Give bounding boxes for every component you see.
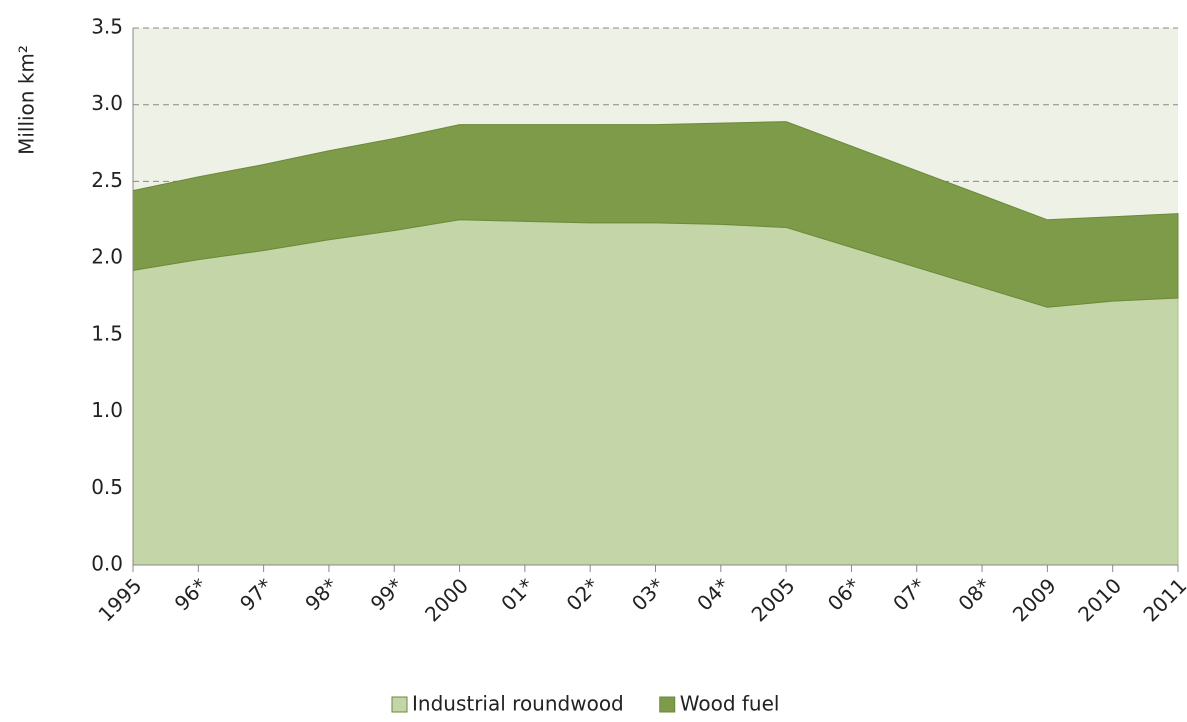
y-tick-label: 0.5 xyxy=(91,475,123,499)
y-tick-label: 1.0 xyxy=(91,398,123,422)
x-tick-label: 2009 xyxy=(1008,573,1061,626)
x-tick-label: 02* xyxy=(562,573,604,615)
x-tick-label: 96* xyxy=(170,573,212,615)
legend-swatch xyxy=(391,696,408,713)
y-tick-label: 3.5 xyxy=(91,15,123,39)
x-tick-label: 04* xyxy=(692,573,734,615)
x-tick-label: 2010 xyxy=(1073,573,1126,626)
x-tick-label: 99* xyxy=(366,573,408,615)
x-tick-label: 2005 xyxy=(747,573,800,626)
y-axis-label: Million km² xyxy=(15,45,39,155)
y-tick-label: 2.5 xyxy=(91,168,123,192)
x-tick-label: 07* xyxy=(888,573,930,615)
x-tick-label: 1995 xyxy=(93,573,146,626)
y-tick-label: 3.0 xyxy=(91,91,123,115)
legend-swatch xyxy=(659,696,676,713)
x-tick-label: 97* xyxy=(235,573,277,615)
legend-label: Industrial roundwood xyxy=(412,692,624,716)
x-tick-label: 08* xyxy=(953,573,995,615)
area xyxy=(132,121,1179,308)
x-tick-label: 03* xyxy=(627,573,669,615)
legend-label: Wood fuel xyxy=(680,692,780,716)
y-tick-label: 1.5 xyxy=(91,321,123,345)
x-tick-label: 98* xyxy=(300,573,342,615)
x-tick-label: 01* xyxy=(496,573,538,615)
y-tick-label: 0.0 xyxy=(91,552,123,576)
x-tick-label: 2000 xyxy=(420,573,473,626)
y-tick-label: 2.0 xyxy=(91,245,123,269)
x-tick-label: 2011 xyxy=(1138,573,1187,626)
x-tick-label: 06* xyxy=(823,573,865,615)
